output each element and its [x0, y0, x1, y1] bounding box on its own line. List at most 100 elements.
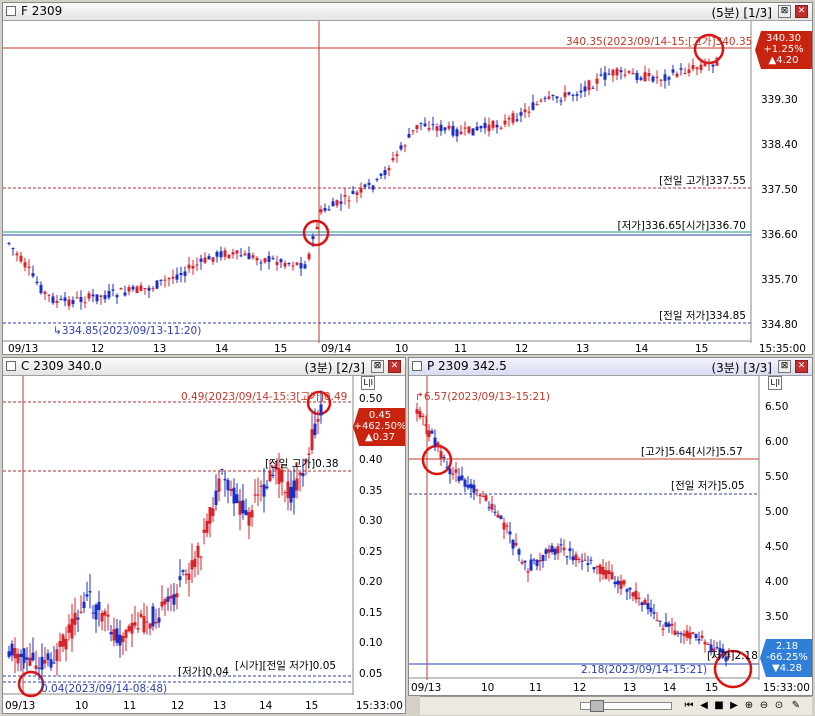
candle-body [19, 255, 23, 262]
first-icon[interactable]: ⏮ [684, 700, 694, 711]
prev-icon[interactable]: ◀ [700, 700, 708, 711]
candle-body [577, 558, 581, 561]
candle-body [490, 503, 494, 510]
zoom-fit-icon[interactable]: ⊙ [774, 700, 784, 711]
candle-body [532, 559, 536, 561]
candle-body [160, 601, 164, 607]
price-axis-label: 0.10 [359, 637, 383, 649]
low-open-label: [저가]336.65[시가]336.70 [617, 220, 746, 232]
maximize-icon[interactable]: ⊠ [778, 5, 791, 18]
panel-select-checkbox[interactable] [6, 6, 16, 16]
candle-body [531, 102, 535, 110]
candle-body [619, 70, 623, 73]
candle-body [283, 263, 287, 267]
candle-body [148, 623, 152, 629]
candle-body [279, 259, 283, 263]
price-axis-label: 335.70 [761, 274, 798, 286]
candle-body [10, 643, 14, 656]
candle-body [298, 472, 302, 476]
candle-body [107, 291, 111, 298]
candle-body [431, 124, 435, 126]
tag-pct: -66.25% [766, 652, 808, 663]
annotation-low-text: 2.18(2023/09/14-15:21) [581, 664, 708, 676]
candle-body [229, 488, 233, 492]
candle-body [67, 299, 71, 306]
annotation-high-suffix: [고가]340.35 [688, 36, 753, 48]
candle-body [499, 127, 503, 129]
candle-body [79, 297, 83, 303]
candle-body [580, 560, 584, 562]
candle-body [123, 292, 127, 296]
candle-body [100, 612, 104, 622]
candle-body [659, 79, 663, 81]
candle-body [347, 200, 351, 202]
candle-body [472, 484, 476, 493]
candle-body [411, 130, 415, 132]
scale-toggle-icon[interactable]: L|I [768, 376, 782, 390]
futures-title: F 2309 [21, 4, 63, 18]
candle-body [219, 251, 223, 258]
maximize-icon[interactable]: ⊠ [371, 360, 384, 373]
low-label: [저가]0.04 [178, 666, 229, 678]
candle-body [559, 544, 563, 546]
prev-day-low-label: [전일 저가]5.05 [671, 480, 745, 492]
panel-select-checkbox[interactable] [6, 361, 16, 371]
wrench-icon[interactable]: ✎ [791, 700, 801, 711]
candle-body [646, 603, 650, 610]
zoom-in-icon[interactable]: ⊕ [744, 700, 754, 711]
time-axis-label: 14 [215, 343, 229, 355]
candle-body [637, 597, 641, 599]
candle-body [27, 266, 31, 269]
candle-body [256, 494, 260, 496]
candle-body [550, 545, 554, 553]
time-axis-label: 12 [515, 343, 529, 355]
candle-body [7, 242, 11, 244]
candle-body [418, 410, 422, 418]
candle-body [544, 549, 548, 554]
price-axis-label: 0.20 [359, 576, 383, 588]
candle-body [559, 100, 563, 102]
candle-body [727, 656, 731, 658]
candle-body [67, 624, 71, 633]
candle-body [391, 158, 395, 161]
candle-body [277, 467, 281, 484]
candle-body [403, 145, 407, 147]
put-chart-panel: P 2309 342.5 (3분) [3/3] ⊠ ✕ L|I 6.50 6.00… [408, 357, 813, 696]
candle-body [715, 57, 719, 66]
candle-body [112, 629, 116, 641]
scroll-thumb[interactable] [590, 700, 604, 712]
candle-body [208, 507, 212, 524]
close-icon[interactable]: ✕ [795, 5, 808, 18]
candle-body [250, 510, 254, 518]
candle-body [691, 632, 695, 634]
candle-body [571, 556, 575, 561]
page-indicator: [3/3] [743, 361, 772, 375]
candle-body [661, 628, 665, 630]
stop-icon[interactable]: ■ [714, 700, 724, 711]
candle-body [155, 280, 159, 289]
candle-body [539, 100, 543, 102]
zoom-out-icon[interactable]: ⊖ [759, 700, 769, 711]
scale-toggle-icon[interactable]: L|I [361, 376, 375, 390]
scroll-track[interactable] [580, 702, 672, 710]
time-axis-label: 12 [91, 343, 105, 355]
candle-body [395, 154, 399, 157]
interval: (3분) [304, 361, 333, 375]
candle-body [415, 409, 419, 414]
candle-body [82, 601, 86, 609]
candle-body [607, 73, 611, 75]
time-axis-label: 09/13 [411, 682, 442, 694]
close-icon[interactable]: ✕ [795, 360, 808, 373]
play-icon[interactable]: ▶ [730, 700, 738, 711]
panel-select-checkbox[interactable] [412, 361, 422, 371]
candle-body [127, 626, 131, 632]
candle-body [85, 594, 89, 597]
maximize-icon[interactable]: ⊠ [778, 360, 791, 373]
candle-body [627, 71, 631, 73]
candle-body [667, 77, 671, 80]
candle-body [601, 566, 605, 575]
candle-body [583, 559, 587, 561]
tag-pct: +1.25% [763, 44, 804, 55]
candle-body [226, 480, 230, 491]
close-icon[interactable]: ✕ [388, 360, 401, 373]
